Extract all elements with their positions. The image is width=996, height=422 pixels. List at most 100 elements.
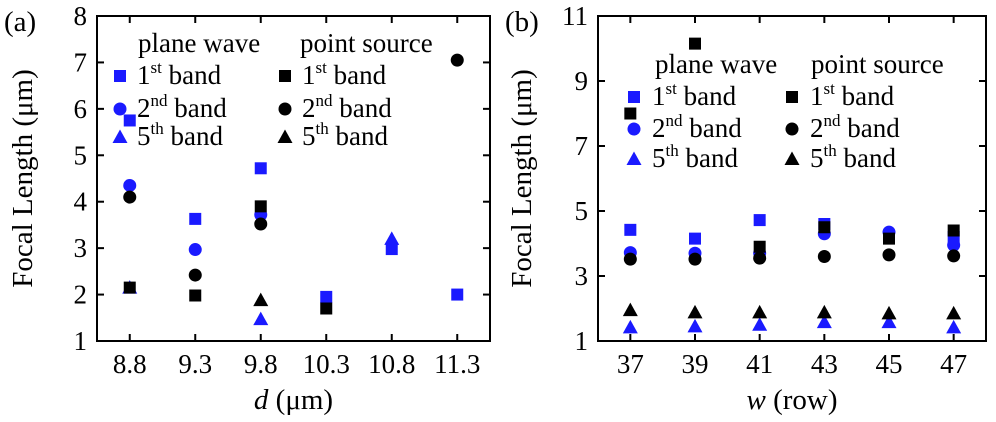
data-points <box>622 37 962 334</box>
legend-marker <box>113 102 127 116</box>
data-point <box>189 289 202 302</box>
legend-band-suffix: st <box>316 58 328 77</box>
data-point <box>624 107 637 120</box>
x-axis-title-var: w <box>746 384 766 416</box>
data-point <box>816 304 832 319</box>
data-point <box>947 249 961 263</box>
data-point <box>816 314 832 329</box>
legend-band-suffix: st <box>151 58 163 77</box>
data-point <box>687 304 703 319</box>
y-tick-label: 4 <box>74 187 88 217</box>
data-point <box>188 243 202 257</box>
data-point <box>253 311 269 326</box>
data-point <box>753 240 766 253</box>
legend-band-number: 2 <box>810 113 824 143</box>
data-point <box>624 223 637 236</box>
panel-label: (a) <box>4 6 36 38</box>
series-plane-wave-5-band <box>122 231 400 326</box>
legend-band-word: band <box>837 143 897 173</box>
y-tick-label: 11 <box>562 1 588 31</box>
series-plane-wave-2-band <box>623 225 961 260</box>
y-tick-label: 9 <box>575 66 589 96</box>
y-tick-label: 7 <box>575 131 589 161</box>
data-point <box>622 319 638 334</box>
x-axis-title-unit: (row) <box>766 384 838 416</box>
data-points <box>122 53 464 326</box>
x-tick-label: 10.8 <box>368 349 415 379</box>
legend-band-word: band <box>677 81 737 111</box>
data-point <box>123 190 137 204</box>
data-point <box>253 292 269 307</box>
y-tick-label: 2 <box>74 280 88 310</box>
data-point <box>320 290 333 303</box>
legend-header: plane wave <box>655 49 777 79</box>
x-axis-title: d (μm) <box>254 384 333 416</box>
data-point <box>946 305 962 320</box>
legend-entry: 5th band <box>810 141 896 173</box>
legend-band-suffix: nd <box>316 91 334 110</box>
plot-frame <box>597 15 987 342</box>
legend-band-word: band <box>333 93 393 123</box>
legend-entry: 5th band <box>302 119 388 151</box>
legend-entry: 2nd band <box>652 111 742 143</box>
legend-band-suffix: th <box>316 119 330 138</box>
legend-band-number: 5 <box>137 121 151 151</box>
data-point <box>254 162 267 175</box>
legend-band-number: 1 <box>810 81 824 111</box>
legend-marker <box>626 151 642 165</box>
legend-marker <box>627 122 641 136</box>
legend-entry: 1st band <box>810 79 895 111</box>
data-point <box>752 317 768 331</box>
data-point <box>881 314 897 329</box>
legend-entry: 5th band <box>137 119 223 151</box>
series-point-source-5-band <box>253 292 269 307</box>
data-point <box>689 232 701 245</box>
legend-band-word: band <box>841 113 901 143</box>
legend-entry: 2nd band <box>810 111 900 143</box>
legend-marker <box>114 70 126 82</box>
legend-entry: 5th band <box>652 141 738 173</box>
x-tick-label: 47 <box>940 349 967 379</box>
y-axis-title: Focal Length (μm) <box>7 69 39 288</box>
series-point-source-2-band <box>123 53 464 282</box>
legend-header: point source <box>811 49 944 79</box>
legend-band-number: 1 <box>137 60 151 90</box>
x-axis-title: w (row) <box>746 384 837 416</box>
series-plane-wave-5-band <box>622 314 962 334</box>
data-point <box>947 238 961 252</box>
x-axis: 37 39 41 43 45 47 <box>617 16 967 379</box>
x-axis: 8.8 9.3 9.8 10.3 10.8 11.3 <box>113 16 480 379</box>
y-tick-label: 3 <box>575 261 589 291</box>
legend-marker <box>628 91 640 103</box>
legend-marker <box>785 122 799 136</box>
legend-band-number: 2 <box>652 113 666 143</box>
data-point <box>689 37 701 50</box>
legend-band-number: 1 <box>302 60 316 90</box>
x-axis-title-var: d <box>254 384 269 416</box>
data-point <box>254 200 267 213</box>
legend-band-word: band <box>164 121 224 151</box>
panel-label: (b) <box>505 6 539 38</box>
x-tick-label: 9.3 <box>178 349 212 379</box>
legend-marker <box>786 91 798 103</box>
legend-band-number: 1 <box>652 81 666 111</box>
data-point <box>385 243 398 256</box>
data-point <box>254 217 268 231</box>
series-point-source-1-band <box>123 200 333 315</box>
data-point <box>451 288 464 301</box>
y-tick-label: 1 <box>575 326 589 356</box>
y-tick-label: 5 <box>74 140 88 170</box>
data-point <box>753 214 766 227</box>
y-tick-label: 7 <box>74 47 88 77</box>
series-point-source-5-band <box>622 302 962 320</box>
x-axis-title-unit: (μm) <box>268 384 333 416</box>
y-tick-label: 1 <box>74 326 88 356</box>
y-tick-label: 5 <box>575 196 589 226</box>
data-point <box>881 305 897 320</box>
x-tick-label: 11.3 <box>434 349 480 379</box>
legend-band-number: 5 <box>810 143 824 173</box>
